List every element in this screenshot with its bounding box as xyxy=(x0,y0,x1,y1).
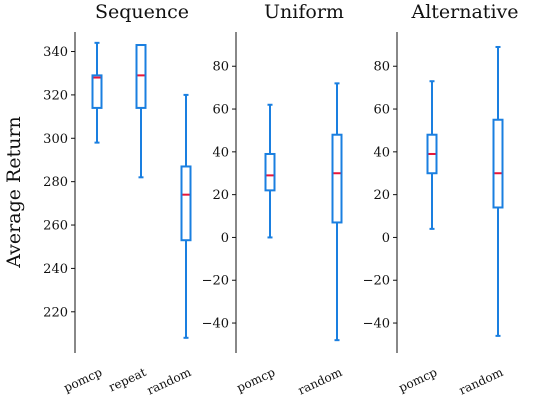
y-axis-label: Average Return xyxy=(3,116,25,269)
y-tick-label: 240 xyxy=(43,262,68,277)
category-label-random: random xyxy=(457,365,506,398)
category-label-pomcp: pomcp xyxy=(234,365,277,395)
y-tick-label: −20 xyxy=(202,274,229,289)
category-label-repeat: repeat xyxy=(106,365,148,394)
y-tick-label: 320 xyxy=(43,88,68,103)
y-tick-label: 220 xyxy=(43,305,68,320)
y-tick-label: 260 xyxy=(43,219,68,234)
y-tick-label: 0 xyxy=(382,231,390,246)
y-tick-label: 80 xyxy=(212,60,229,75)
box-iqr xyxy=(135,44,147,109)
y-tick-label: 80 xyxy=(373,60,390,75)
y-tick-label: 300 xyxy=(43,132,68,147)
y-tick-label: 0 xyxy=(221,231,229,246)
category-label-pomcp: pomcp xyxy=(396,365,439,395)
box-iqr xyxy=(426,133,438,175)
box-iqr xyxy=(91,74,103,109)
y-tick-label: −40 xyxy=(202,317,229,332)
y-tick-label: 280 xyxy=(43,175,68,190)
y-tick-label: 40 xyxy=(212,145,229,160)
y-tick-label: 20 xyxy=(212,188,229,203)
box-iqr xyxy=(331,133,343,224)
box-iqr xyxy=(264,152,276,192)
category-label-random: random xyxy=(145,365,194,398)
panel-title-2: Uniform xyxy=(264,1,344,23)
y-tick-label: 40 xyxy=(373,145,390,160)
box-iqr xyxy=(180,165,192,242)
box-iqr xyxy=(492,118,504,209)
y-tick-label: −40 xyxy=(363,317,390,332)
y-tick-label: −20 xyxy=(363,274,390,289)
category-label-pomcp: pomcp xyxy=(61,365,104,395)
category-label-random: random xyxy=(296,365,345,398)
y-tick-label: 60 xyxy=(373,103,390,118)
y-tick-label: 20 xyxy=(373,188,390,203)
y-tick-label: 60 xyxy=(212,103,229,118)
panel-title-3: Alternative xyxy=(410,1,518,23)
panel-title-1: Sequence xyxy=(95,1,189,23)
y-tick-label: 340 xyxy=(43,45,68,60)
